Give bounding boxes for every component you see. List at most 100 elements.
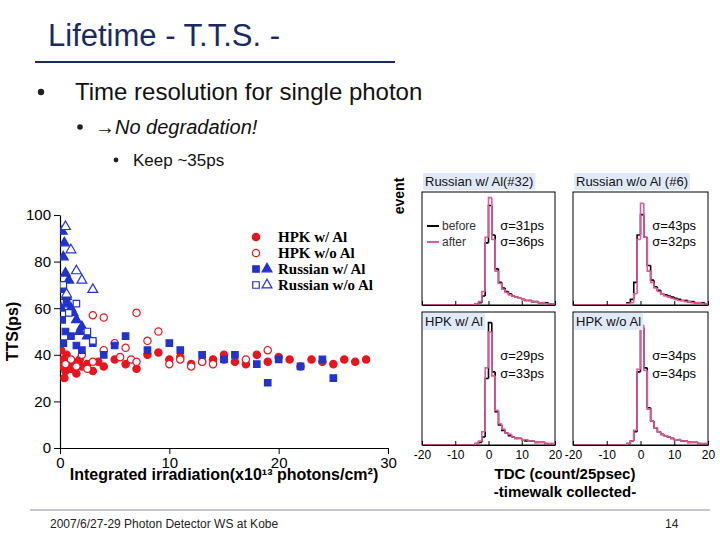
histogram-step: [439, 304, 442, 305]
footer-rule: [30, 510, 710, 511]
x-tick-mark: [555, 301, 556, 305]
histogram-step: [452, 444, 455, 445]
histogram-step: [435, 304, 438, 305]
x-tick-mark: [573, 441, 574, 445]
slide: Lifetime - T.T.S. -Time resolution for s…: [0, 0, 720, 540]
histogram-step: [668, 436, 671, 437]
histogram-step: [590, 444, 593, 445]
legend-marker: [253, 282, 259, 288]
point: [71, 265, 81, 274]
x-tick: [708, 301, 709, 305]
x-tick: [573, 301, 574, 305]
histogram-step: [603, 304, 606, 305]
histogram-step: [498, 271, 501, 283]
histogram-step: [452, 304, 455, 305]
plot-frame: [422, 192, 555, 305]
histogram-step: [674, 438, 677, 439]
histogram-step: [508, 433, 511, 434]
panel-title-highlight: [423, 313, 485, 330]
histogram-step: [603, 304, 606, 305]
histogram-step: [459, 444, 462, 445]
x-tick-label: -20: [565, 448, 583, 462]
histogram-step: [600, 304, 603, 305]
histogram-step: [698, 442, 701, 443]
histogram-bins: [573, 203, 708, 305]
histogram-step: [532, 300, 535, 301]
bullet-text: Time resolution for single photon: [75, 78, 422, 105]
x-tick: [522, 301, 523, 305]
y-tick-label: 0: [43, 439, 51, 456]
histogram-step: [681, 440, 684, 441]
point: [68, 333, 74, 339]
histogram-step: [538, 302, 541, 303]
sigma-annotation: σ=33ps: [500, 366, 544, 381]
histogram-step: [583, 304, 586, 305]
panel-title-highlight: [574, 173, 690, 190]
legend-label: Russian w/o Al: [278, 277, 373, 293]
sigma-annotation: σ=34ps: [652, 348, 696, 363]
histogram-step: [538, 442, 541, 444]
histogram-step: [664, 434, 667, 435]
sigma-annotation: σ=31ps: [500, 218, 544, 233]
histogram-step: [429, 304, 432, 305]
histogram-step: [671, 297, 674, 298]
legend-marker: [262, 263, 272, 272]
point: [73, 363, 80, 370]
point: [66, 310, 72, 316]
histogram-step: [603, 444, 606, 445]
x-tick-mark: [522, 441, 523, 445]
sub-bullet-text: →No degradation!: [95, 116, 258, 138]
histogram-step: [525, 299, 528, 300]
histogram-step: [515, 296, 518, 297]
point: [264, 346, 271, 353]
x-axis: [574, 301, 709, 306]
histogram-step: [548, 303, 551, 304]
histogram-step: [691, 302, 694, 303]
plot-frame: [422, 312, 555, 445]
histogram-step: [657, 428, 660, 432]
point: [221, 356, 227, 362]
histogram-step: [462, 304, 465, 305]
histogram-step: [681, 440, 684, 441]
point: [66, 244, 76, 253]
histogram-step: [425, 444, 428, 445]
histogram-step: [435, 444, 438, 445]
legend-label: before: [442, 219, 476, 233]
y-tick-mark: [54, 262, 60, 263]
histogram-step: [442, 444, 445, 445]
histogram-step: [522, 438, 525, 439]
histogram-step: [502, 424, 505, 429]
x-tick-mark: [674, 441, 675, 445]
histogram-step: [600, 444, 603, 445]
histogram-step: [439, 444, 442, 445]
y-axis-line: [60, 216, 61, 449]
histogram-step: [425, 304, 428, 305]
histogram-step: [644, 203, 647, 237]
histogram-step: [668, 295, 671, 296]
histogram-step: [630, 441, 633, 444]
x-tick: [489, 301, 490, 305]
histogram-step: [610, 304, 613, 305]
histogram-step: [610, 444, 613, 445]
histogram-step: [644, 325, 647, 370]
histogram-step: [620, 304, 623, 305]
histogram-step: [674, 298, 677, 299]
histogram-panel: -20-1001020HPK w/o Alσ=34psσ=34ps: [565, 312, 716, 462]
point: [61, 221, 71, 230]
legend-marker: [252, 249, 259, 256]
histogram-step: [600, 304, 603, 305]
histogram-step: [661, 290, 664, 293]
histogram-step: [469, 444, 472, 445]
point: [100, 352, 106, 358]
x-tick-label: 10: [516, 448, 530, 462]
x-tick: 30: [380, 448, 397, 471]
histogram-step: [425, 304, 428, 305]
histogram-step: [498, 410, 501, 423]
x-tick-label: -10: [599, 448, 617, 462]
histogram-step: [671, 437, 674, 438]
histogram-step: [522, 438, 525, 439]
histogram-step: [452, 444, 455, 445]
histogram-step: [671, 437, 674, 438]
histogram-step: [674, 438, 677, 439]
scatter-chart: 0102030020406080100Integrated irradiatio…: [4, 206, 397, 483]
